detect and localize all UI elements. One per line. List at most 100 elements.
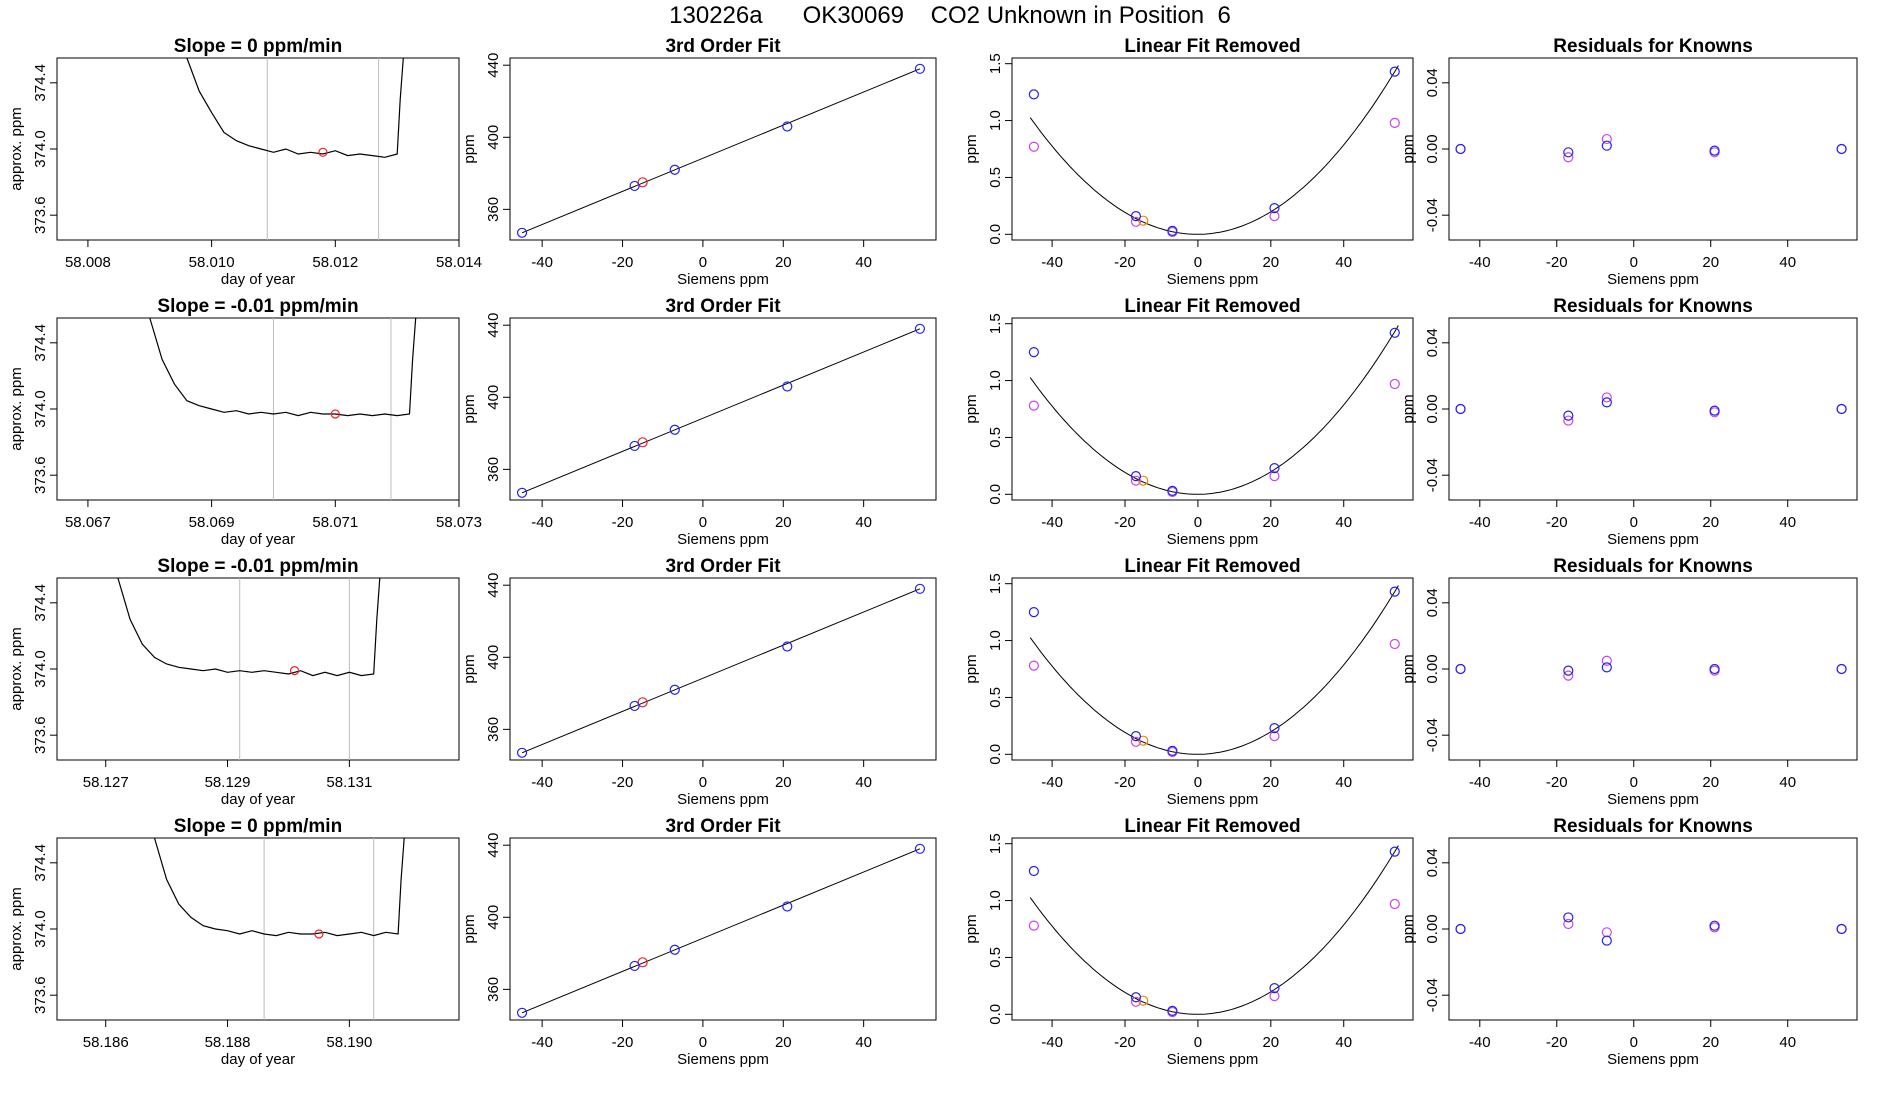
plot-frame [56,577,460,761]
y-axis-label: ppm [1400,914,1417,943]
y-axis-label: ppm [461,654,478,683]
magenta-point [1028,660,1039,671]
plot-frame [56,57,460,241]
magenta-point [1563,152,1574,163]
blue-point [1563,665,1574,676]
y-axis-label: ppm [1400,134,1417,163]
plot-frame [56,317,460,501]
panel-r4c4: Residuals for Knowns -40 -20 0 20 40 -0.04 0.00… [1400,816,1858,1068]
x-tick-label: 20 [1262,774,1279,791]
x-tick-label: -20 [612,1034,634,1051]
x-axis-label: Siemens ppm [1167,791,1259,808]
x-tick-label: -40 [531,514,553,531]
panel-r2c2: 3rd Order Fit -40 -20 0 20 40 360 400 440 Siemens… [461,296,937,548]
x-tick-label: 20 [1702,774,1719,791]
blue-point [1130,471,1142,482]
x-tick-label: 0 [699,254,707,271]
x-tick-label: 58.186 [83,1034,129,1051]
x-tick-label: 58.012 [312,254,358,271]
y-tick-label: 1.5 [987,53,1004,74]
x-axis-label: Siemens ppm [1607,1051,1699,1068]
y-tick-label: 1.5 [987,573,1004,594]
panel-r4c3: Linear Fit Removed -40 -20 0 20 40 0.0 0.5 1.0 1.… [963,816,1414,1068]
y-tick-label: 0.5 [987,427,1004,448]
blue-point [1269,203,1280,214]
x-tick-label: -40 [1469,774,1491,791]
x-tick-label: -20 [1114,1034,1136,1051]
fit-line [521,68,921,234]
y-tick-label: 0.5 [987,167,1004,188]
blue-point [914,323,926,334]
panel-r1c1: Slope = 0 ppm/min 58.008 58.010 58.012 58.01… [8,36,482,288]
y-tick-label: 0.00 [1424,914,1441,943]
y-tick-label: 400 [485,645,502,670]
y-tick-label: 0.0 [987,484,1004,505]
blue-point [669,944,680,955]
panel-title: 3rd Order Fit [665,36,781,57]
y-axis-label: approx. ppm [8,627,25,710]
x-tick-label: 58.188 [205,1034,251,1051]
y-tick-label: 374.4 [32,584,49,622]
x-tick-label: 0 [1630,514,1638,531]
x-axis-label: day of year [221,271,295,288]
panel-title: Residuals for Knowns [1553,816,1753,837]
y-tick-label: 0.04 [1424,848,1441,877]
x-axis-label: Siemens ppm [1607,531,1699,548]
y-tick-label: 374.4 [32,844,49,882]
blue-point [1601,397,1612,408]
x-tick-label: -20 [1114,514,1136,531]
plot-frame [1011,317,1414,501]
magenta-point [1130,475,1142,486]
blue-point [1167,225,1178,236]
blue-point [1028,865,1039,877]
panel-title: 3rd Order Fit [665,816,781,837]
y-axis-label: ppm [461,134,478,163]
blue-point [629,440,640,452]
x-tick-label: -20 [612,254,634,271]
mean-marker [330,409,340,419]
blue-point [1455,663,1466,675]
y-tick-label: 0.04 [1424,68,1441,97]
panel-r3c2: 3rd Order Fit -40 -20 0 20 40 360 400 440 Siemens… [461,556,937,808]
y-axis-label: approx. ppm [8,887,25,970]
x-tick-label: 40 [1779,774,1796,791]
blue-point [1709,920,1720,931]
blue-point [1389,327,1400,338]
y-tick-label: 0.0 [987,744,1004,765]
y-tick-label: 374.0 [32,650,49,688]
y-axis-label: ppm [963,914,980,943]
magenta-point [1563,415,1574,426]
magenta-point [1601,655,1612,666]
x-tick-label: 40 [1335,774,1352,791]
x-tick-label: -40 [1041,774,1063,791]
plot-frame [1011,577,1414,761]
plot-frame [1448,577,1858,761]
y-tick-label: 440 [485,833,502,858]
x-axis-label: day of year [221,1051,295,1068]
panel-r3c1: Slope = -0.01 ppm/min 58.127 58.129 58.131 3… [8,556,460,808]
magenta-point [1130,736,1142,747]
x-tick-label: 58.190 [326,1034,372,1051]
x-tick-label: 20 [775,774,792,791]
magenta-point [1269,211,1280,222]
panel-title: Linear Fit Removed [1124,296,1300,317]
x-tick-label: -20 [1114,774,1136,791]
fit-line [521,848,921,1014]
blue-point [782,121,793,132]
blue-point [782,901,793,912]
blue-point [516,1007,528,1018]
x-tick-label: 20 [775,1034,792,1051]
x-tick-label: 58.069 [189,514,235,531]
panel-title: Linear Fit Removed [1124,816,1300,837]
magenta-point [1269,731,1280,742]
blue-point [1130,211,1142,222]
blue-point [1389,66,1400,77]
panel-r3c4: Residuals for Knowns -40 -20 0 20 40 -0.04 0.00… [1400,556,1858,808]
blue-point [1455,143,1466,155]
y-tick-label: 373.6 [32,196,49,234]
y-tick-label: 360 [485,197,502,222]
panel-r4c2: 3rd Order Fit -40 -20 0 20 40 360 400 440 Siemens… [461,816,937,1068]
series-line [117,577,381,677]
blue-point [629,180,640,192]
y-tick-label: 0.0 [987,224,1004,245]
